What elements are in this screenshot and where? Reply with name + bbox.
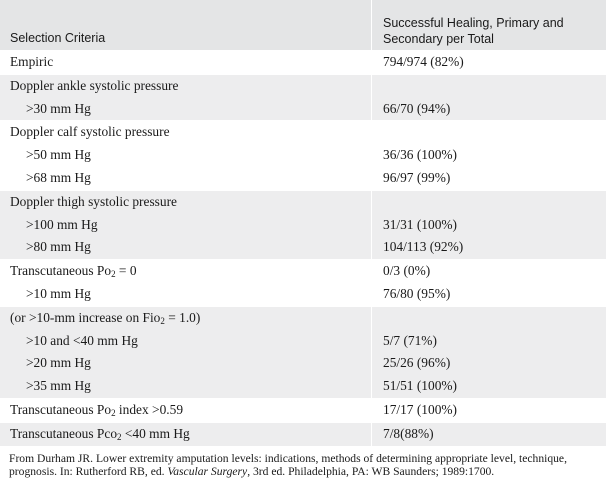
header-selection-criteria: Selection Criteria <box>10 31 106 45</box>
result-cell <box>371 74 606 98</box>
table-row: >10 mm Hg 76/80 (95%) <box>0 282 606 306</box>
footnote-text-after: , 3rd ed. Philadelphia, PA: WB Saunders;… <box>247 464 495 478</box>
result-cell: 66/70 (94%) <box>371 97 606 121</box>
table-row: >10 and <40 mm Hg 5/7 (71%) <box>0 329 606 353</box>
criteria-cell: Doppler thigh systolic pressure <box>10 193 177 209</box>
table-row: >80 mm Hg 104/113 (92%) <box>0 236 606 260</box>
result-cell: 25/26 (96%) <box>371 352 606 376</box>
table-row: Transcutaneous Pco2 <40 mm Hg 7/8(88%) <box>0 421 606 446</box>
result-cell: 5/7 (71%) <box>371 329 606 353</box>
table-header: Selection Criteria Successful Healing, P… <box>0 0 606 51</box>
table-row: Empiric 794/974 (82%) <box>0 51 606 74</box>
result-cell <box>371 190 606 214</box>
criteria-cell: >100 mm Hg <box>26 216 98 232</box>
table-row: >100 mm Hg 31/31 (100%) <box>0 213 606 237</box>
criteria-cell: Transcutaneous Po2 = 0 <box>10 263 137 280</box>
criteria-cell: >30 mm Hg <box>26 100 91 116</box>
table-row: >35 mm Hg 51/51 (100%) <box>0 375 606 398</box>
result-cell <box>371 306 606 330</box>
result-cell: 51/51 (100%) <box>371 375 606 398</box>
table-row: Transcutaneous Po2 = 0 0/3 (0%) <box>0 259 606 283</box>
result-cell: 7/8(88%) <box>371 422 606 446</box>
footnote-text-before: From Durham JR. Lower extremity amputati… <box>9 452 567 478</box>
result-cell: 96/97 (99%) <box>371 166 606 190</box>
header-result-line-1: Successful Healing, Primary and <box>383 16 564 30</box>
result-cell: 17/17 (100%) <box>371 398 606 422</box>
criteria-cell: >35 mm Hg <box>26 378 91 394</box>
result-cell: 794/974 (82%) <box>371 51 606 74</box>
criteria-cell: Transcutaneous Pco2 <40 mm Hg <box>10 425 190 442</box>
criteria-cell: Doppler calf systolic pressure <box>10 124 170 140</box>
table-row: Doppler calf systolic pressure <box>0 120 606 145</box>
criteria-cell: >10 mm Hg <box>26 285 91 301</box>
result-cell: 104/113 (92%) <box>371 236 606 260</box>
table-row: >20 mm Hg 25/26 (96%) <box>0 352 606 376</box>
criteria-table: Selection Criteria Successful Healing, P… <box>0 0 606 446</box>
result-cell: 36/36 (100%) <box>371 144 606 167</box>
criteria-cell: >20 mm Hg <box>26 355 91 371</box>
criteria-cell: Empiric <box>10 54 54 69</box>
table-row: >30 mm Hg 66/70 (94%) <box>0 97 606 121</box>
criteria-cell: (or >10-mm increase on Fio2 = 1.0) <box>10 309 201 326</box>
table-row: >68 mm Hg 96/97 (99%) <box>0 166 606 190</box>
criteria-cell: >68 mm Hg <box>26 169 91 185</box>
result-cell: 0/3 (0%) <box>371 260 606 283</box>
table-row: Transcutaneous Po2 index >0.59 17/17 (100… <box>0 397 606 422</box>
table-row: Doppler ankle systolic pressure <box>0 73 606 98</box>
result-cell: 76/80 (95%) <box>371 282 606 306</box>
criteria-cell: >10 and <40 mm Hg <box>26 332 138 348</box>
source-footnote: From Durham JR. Lower extremity amputati… <box>9 452 601 478</box>
table-row: (or >10-mm increase on Fio2 = 1.0) <box>0 305 606 330</box>
criteria-cell: >50 mm Hg <box>26 147 91 163</box>
result-cell: 31/31 (100%) <box>371 213 606 237</box>
criteria-cell: Transcutaneous Po2 index >0.59 <box>10 401 184 418</box>
header-successful-healing: Successful Healing, Primary and Secondar… <box>371 0 606 50</box>
result-cell <box>371 121 606 145</box>
table-row: Doppler thigh systolic pressure <box>0 189 606 214</box>
footnote-book-title: Vascular Surgery <box>167 464 248 478</box>
table-body: Empiric 794/974 (82%) Doppler ankle systol… <box>0 51 606 446</box>
criteria-cell: Doppler ankle systolic pressure <box>10 77 179 93</box>
table-row: >50 mm Hg 36/36 (100%) <box>0 144 606 167</box>
header-result-line-2: Secondary per Total <box>383 32 494 46</box>
criteria-cell: >80 mm Hg <box>26 239 91 255</box>
